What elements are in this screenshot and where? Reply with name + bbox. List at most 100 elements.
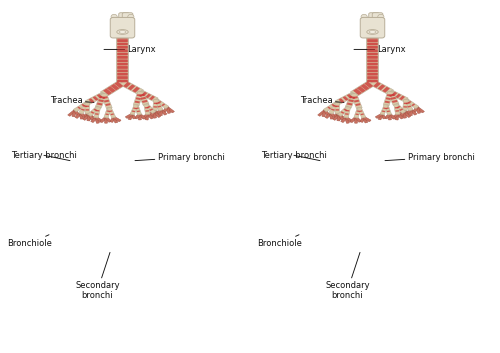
FancyBboxPatch shape xyxy=(100,80,126,97)
FancyBboxPatch shape xyxy=(346,94,352,98)
Ellipse shape xyxy=(111,14,117,19)
FancyBboxPatch shape xyxy=(117,39,128,42)
FancyBboxPatch shape xyxy=(152,100,158,111)
FancyBboxPatch shape xyxy=(389,94,395,97)
FancyBboxPatch shape xyxy=(324,110,330,116)
FancyBboxPatch shape xyxy=(367,70,378,72)
FancyBboxPatch shape xyxy=(341,116,347,122)
FancyBboxPatch shape xyxy=(128,84,136,90)
FancyBboxPatch shape xyxy=(367,73,378,76)
FancyBboxPatch shape xyxy=(404,98,418,109)
Ellipse shape xyxy=(361,14,367,19)
FancyBboxPatch shape xyxy=(353,89,362,95)
FancyBboxPatch shape xyxy=(367,53,378,55)
FancyBboxPatch shape xyxy=(85,92,106,104)
FancyBboxPatch shape xyxy=(357,86,366,93)
FancyBboxPatch shape xyxy=(154,106,157,108)
FancyBboxPatch shape xyxy=(132,87,140,93)
FancyBboxPatch shape xyxy=(395,107,398,109)
FancyBboxPatch shape xyxy=(137,94,142,97)
FancyBboxPatch shape xyxy=(98,99,104,102)
FancyBboxPatch shape xyxy=(367,39,378,42)
FancyBboxPatch shape xyxy=(399,96,405,100)
FancyBboxPatch shape xyxy=(392,113,399,119)
FancyBboxPatch shape xyxy=(356,110,360,112)
FancyBboxPatch shape xyxy=(134,91,143,106)
FancyBboxPatch shape xyxy=(117,63,128,66)
FancyBboxPatch shape xyxy=(110,117,115,122)
FancyBboxPatch shape xyxy=(88,106,100,116)
FancyBboxPatch shape xyxy=(324,101,339,112)
FancyBboxPatch shape xyxy=(107,86,116,93)
FancyBboxPatch shape xyxy=(338,106,350,116)
FancyBboxPatch shape xyxy=(162,103,165,106)
FancyBboxPatch shape xyxy=(390,97,396,100)
FancyBboxPatch shape xyxy=(334,113,339,119)
Text: Larynx: Larynx xyxy=(354,45,406,54)
FancyBboxPatch shape xyxy=(352,96,358,99)
FancyBboxPatch shape xyxy=(386,97,391,100)
FancyBboxPatch shape xyxy=(82,114,91,120)
FancyBboxPatch shape xyxy=(367,76,378,79)
FancyBboxPatch shape xyxy=(138,91,149,106)
FancyBboxPatch shape xyxy=(166,107,170,113)
FancyBboxPatch shape xyxy=(380,114,386,119)
Text: Secondary
bronchi: Secondary bronchi xyxy=(325,252,370,300)
FancyBboxPatch shape xyxy=(117,59,128,62)
FancyBboxPatch shape xyxy=(155,109,162,115)
FancyBboxPatch shape xyxy=(359,110,362,112)
FancyBboxPatch shape xyxy=(396,94,401,98)
FancyBboxPatch shape xyxy=(406,102,409,104)
FancyBboxPatch shape xyxy=(367,36,378,38)
FancyBboxPatch shape xyxy=(382,87,390,93)
FancyBboxPatch shape xyxy=(81,109,85,111)
FancyBboxPatch shape xyxy=(117,56,128,59)
FancyBboxPatch shape xyxy=(95,116,102,122)
FancyBboxPatch shape xyxy=(88,98,94,103)
FancyBboxPatch shape xyxy=(144,103,156,113)
FancyBboxPatch shape xyxy=(120,80,144,95)
FancyBboxPatch shape xyxy=(86,106,89,107)
FancyBboxPatch shape xyxy=(367,56,378,59)
FancyBboxPatch shape xyxy=(392,92,398,96)
FancyBboxPatch shape xyxy=(331,109,335,111)
FancyBboxPatch shape xyxy=(100,96,105,99)
FancyBboxPatch shape xyxy=(136,110,140,112)
FancyBboxPatch shape xyxy=(86,113,92,120)
FancyBboxPatch shape xyxy=(94,117,100,123)
Text: Trachea: Trachea xyxy=(300,96,344,105)
FancyBboxPatch shape xyxy=(95,113,98,115)
FancyBboxPatch shape xyxy=(344,117,350,123)
FancyBboxPatch shape xyxy=(355,103,360,106)
FancyBboxPatch shape xyxy=(110,17,134,38)
FancyBboxPatch shape xyxy=(332,114,341,120)
FancyBboxPatch shape xyxy=(402,112,406,118)
FancyBboxPatch shape xyxy=(158,101,162,104)
FancyBboxPatch shape xyxy=(367,66,378,69)
FancyBboxPatch shape xyxy=(342,96,348,101)
FancyBboxPatch shape xyxy=(396,113,404,119)
FancyBboxPatch shape xyxy=(142,100,148,103)
FancyBboxPatch shape xyxy=(74,110,80,116)
FancyBboxPatch shape xyxy=(138,113,146,119)
FancyBboxPatch shape xyxy=(117,43,128,45)
FancyBboxPatch shape xyxy=(401,110,406,116)
FancyBboxPatch shape xyxy=(407,106,411,108)
FancyBboxPatch shape xyxy=(103,89,112,95)
FancyBboxPatch shape xyxy=(145,107,148,109)
FancyBboxPatch shape xyxy=(154,98,168,109)
FancyBboxPatch shape xyxy=(86,109,89,110)
FancyBboxPatch shape xyxy=(410,109,412,116)
FancyBboxPatch shape xyxy=(151,110,156,116)
FancyBboxPatch shape xyxy=(348,99,354,102)
FancyBboxPatch shape xyxy=(104,116,112,122)
FancyBboxPatch shape xyxy=(416,107,420,113)
FancyBboxPatch shape xyxy=(146,94,151,98)
FancyBboxPatch shape xyxy=(117,79,128,82)
FancyBboxPatch shape xyxy=(378,84,386,90)
FancyBboxPatch shape xyxy=(83,105,87,107)
FancyBboxPatch shape xyxy=(78,102,90,114)
FancyBboxPatch shape xyxy=(134,114,141,119)
FancyBboxPatch shape xyxy=(104,100,110,102)
FancyBboxPatch shape xyxy=(336,106,339,107)
